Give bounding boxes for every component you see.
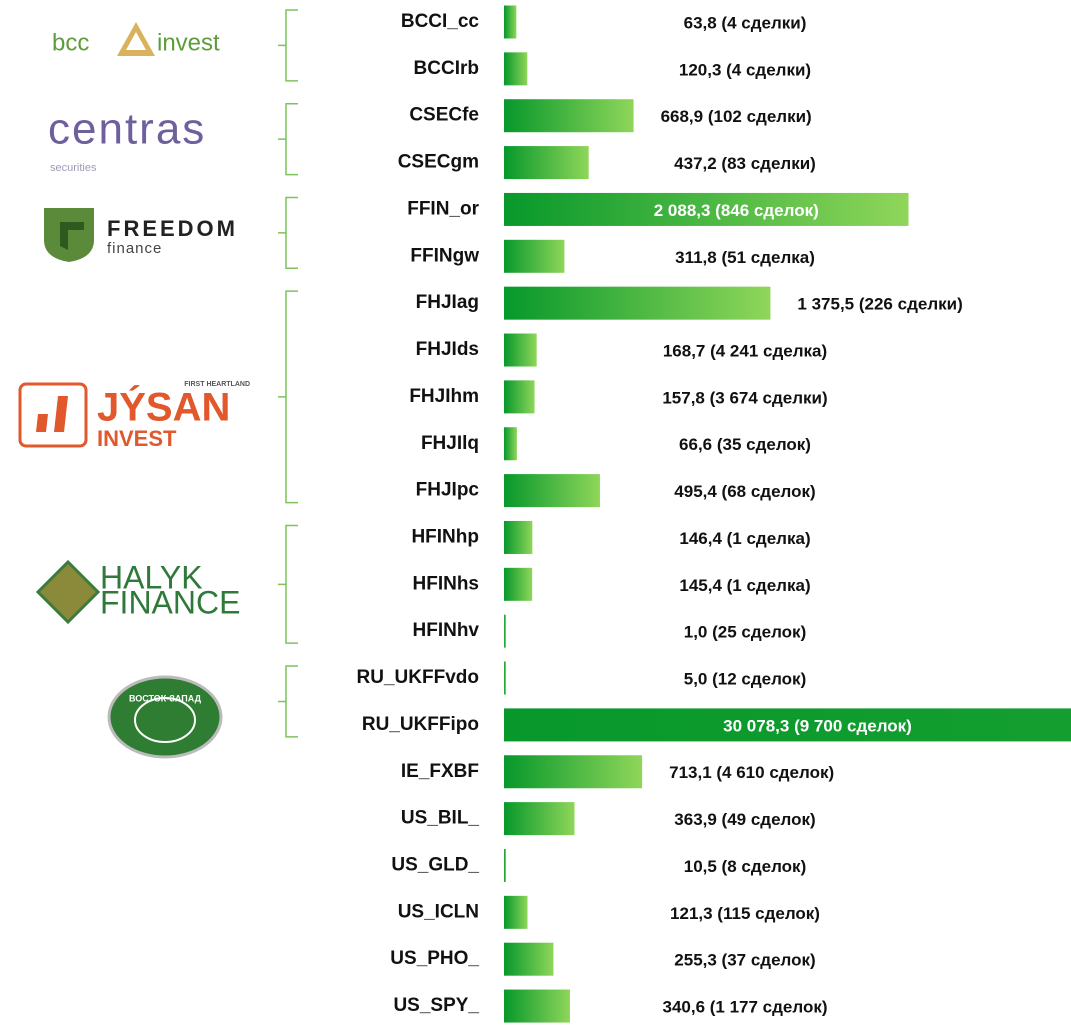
category-label: RU_UKFFvdo	[357, 667, 479, 688]
logo-text: securities	[50, 162, 97, 174]
logo-icon	[134, 697, 196, 743]
category-label: US_BIL_	[401, 808, 480, 829]
value-label: 713,1 (4 610 сделок)	[669, 763, 834, 782]
category-label: US_SPY_	[393, 995, 479, 1016]
group-bracket	[278, 9, 298, 82]
value-label: 168,7 (4 241 сделка)	[663, 342, 827, 361]
logo-icon	[107, 675, 223, 759]
value-label: 1 375,5 (226 сделки)	[797, 295, 962, 314]
category-label: CSECgm	[398, 152, 479, 173]
value-label: 668,9 (102 сделки)	[661, 107, 812, 126]
value-label: 5,0 (12 сделок)	[684, 670, 806, 689]
bar	[504, 989, 570, 1023]
bar	[504, 614, 506, 648]
bar	[504, 802, 575, 836]
logo-icon	[18, 382, 88, 448]
logo-text: invest	[157, 29, 220, 56]
bar	[504, 520, 533, 554]
logo-text: FIRST HEARTLAND	[184, 381, 250, 388]
category-label: RU_UKFFipo	[362, 714, 479, 735]
logo-text: finance	[107, 240, 162, 257]
value-label: 120,3 (4 сделки)	[679, 60, 811, 79]
bar	[504, 99, 634, 133]
value-label: 495,4 (68 сделок)	[674, 482, 815, 501]
logo-text: ВОСТОК-ЗАПАД	[129, 693, 202, 703]
group-bracket	[278, 665, 298, 738]
category-label: FFINgw	[410, 245, 479, 266]
group-bracket	[278, 290, 298, 504]
bar	[504, 286, 771, 320]
group-bracket	[278, 102, 298, 176]
value-label: 2 088,3 (846 сделок)	[654, 201, 819, 220]
logo-text: FINANCE	[100, 584, 240, 620]
bar	[504, 895, 528, 929]
value-label: 63,8 (4 сделки)	[684, 13, 807, 32]
category-label: US_PHO_	[390, 948, 479, 969]
value-label: 1,0 (25 сделок)	[684, 623, 806, 642]
value-label: 10,5 (8 сделок)	[684, 857, 806, 876]
logo-text: INVEST	[97, 426, 177, 451]
value-label: 30 078,3 (9 700 сделок)	[723, 716, 912, 735]
value-label: 437,2 (83 сделки)	[674, 154, 816, 173]
logo-icon	[35, 559, 101, 625]
bar	[504, 474, 600, 508]
bar	[504, 848, 507, 882]
category-label: US_ICLN	[398, 901, 479, 922]
bar	[504, 427, 517, 461]
category-label: FHJIds	[416, 339, 479, 360]
value-label: 311,8 (51 сделка)	[675, 248, 815, 267]
category-label: FHJIhm	[409, 386, 479, 407]
bar	[504, 708, 1071, 742]
logo-text: centras	[48, 105, 206, 154]
value-label: 363,9 (49 сделок)	[674, 810, 815, 829]
logo-text: bcc	[52, 29, 89, 56]
bar	[504, 755, 643, 789]
category-label: BCCIrb	[414, 58, 479, 79]
category-label: US_GLD_	[391, 854, 479, 875]
group-bracket	[278, 524, 298, 644]
bar	[504, 192, 909, 226]
category-label: IE_FXBF	[401, 761, 479, 782]
bar	[504, 380, 535, 414]
logo-icon	[44, 208, 94, 262]
bar	[504, 146, 589, 180]
logo-text: FREEDOM	[107, 216, 238, 241]
logo-text: HALYK	[100, 559, 203, 595]
logo-icon	[36, 396, 68, 432]
category-label: HFINhv	[413, 620, 480, 641]
value-label: 145,4 (1 сделка)	[679, 576, 810, 595]
logo-text: JÝSAN	[97, 384, 230, 430]
bar	[504, 333, 537, 367]
value-label: 146,4 (1 сделка)	[679, 529, 810, 548]
category-label: CSECfe	[409, 105, 479, 126]
bar	[504, 661, 506, 695]
value-label: 157,8 (3 674 сделки)	[662, 388, 827, 407]
category-label: FHJIpc	[416, 480, 480, 501]
logo-icon	[60, 222, 84, 250]
bar	[504, 567, 533, 601]
value-label: 340,6 (1 177 сделок)	[662, 998, 827, 1017]
category-label: HFINhp	[411, 526, 479, 547]
category-label: HFINhs	[413, 573, 480, 594]
category-label: BCCI_cc	[401, 11, 480, 32]
category-label: FHJIag	[416, 292, 479, 313]
bar	[504, 239, 565, 273]
category-label: FFIN_or	[407, 198, 479, 219]
value-label: 255,3 (37 сделок)	[674, 951, 815, 970]
value-label: 66,6 (35 сделок)	[679, 435, 811, 454]
bar	[504, 52, 528, 86]
value-label: 121,3 (115 сделок)	[670, 904, 820, 923]
bar	[504, 942, 554, 976]
bars	[504, 5, 1071, 1023]
logo-icon	[117, 22, 155, 56]
group-bracket	[278, 196, 298, 270]
bar	[504, 5, 517, 39]
category-label: FHJIlq	[421, 433, 479, 454]
